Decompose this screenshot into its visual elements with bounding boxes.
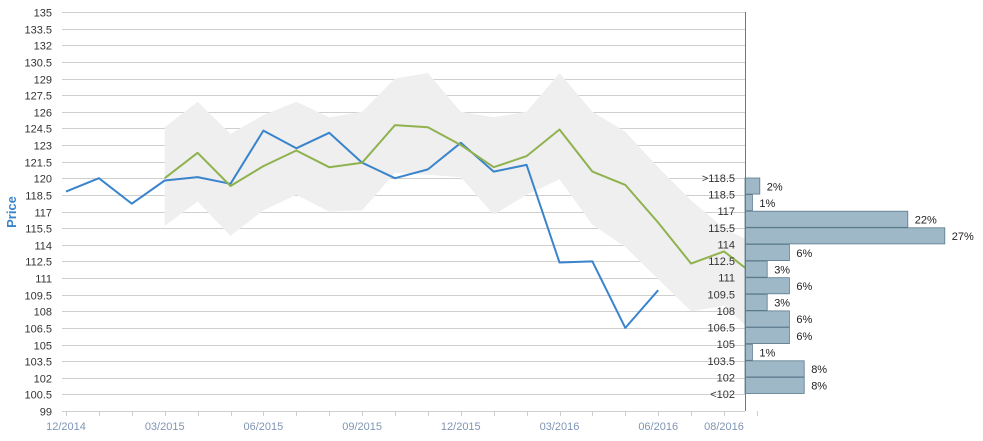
y-tick-label: 106.5 <box>24 324 52 336</box>
y-tick-label: 102 <box>34 374 52 386</box>
distribution-category-label: 115.5 <box>708 223 735 235</box>
distribution-bar <box>744 277 790 295</box>
distribution-bar-label: 6% <box>796 281 812 293</box>
distribution-category-label: <102 <box>710 389 735 401</box>
distribution-category-label: 108 <box>717 306 735 318</box>
x-tick-label: 09/2015 <box>342 421 382 433</box>
y-tick-label: 126 <box>34 108 52 120</box>
distribution-bar-label: 3% <box>774 264 790 276</box>
y-tick-label: 133.5 <box>24 25 52 37</box>
distribution-bar-label: 27% <box>952 231 974 243</box>
distribution-bar <box>744 260 768 278</box>
distribution-bar <box>744 244 790 262</box>
y-tick-label: 105 <box>34 341 52 353</box>
distribution-category-label: 109.5 <box>707 289 735 301</box>
distribution-bar <box>744 227 946 245</box>
y-tick-label: 132 <box>34 41 52 53</box>
distribution-bar <box>744 194 753 212</box>
x-tick-label: 12/2014 <box>46 421 86 433</box>
y-tick-label: 114 <box>34 241 52 253</box>
y-tick-label: 118.5 <box>25 191 52 203</box>
y-tick-label: 112.5 <box>25 257 52 269</box>
distribution-bar-label: 1% <box>759 198 775 210</box>
y-tick-label: 124.5 <box>24 124 52 136</box>
distribution-bar <box>744 360 805 378</box>
y-tick-label: 121.5 <box>24 158 52 170</box>
x-tick-label: 06/2015 <box>244 421 284 433</box>
y-tick-label: 103.5 <box>24 357 52 369</box>
distribution-histogram: >118.5 118.5 117 115.5 114 112.5 111 109.5 108 10… <box>702 173 974 401</box>
distribution-bar <box>744 177 761 195</box>
y-tick-label: 135 <box>34 8 52 20</box>
distribution-category-label: 117 <box>717 206 735 218</box>
distribution-category-label: 106.5 <box>707 323 735 335</box>
y-tick-label: 100.5 <box>24 390 52 402</box>
y-tick-label: 127.5 <box>24 91 52 103</box>
y-tick-label: 120 <box>34 174 52 186</box>
distribution-bar <box>744 210 909 228</box>
distribution-category-label: 111 <box>718 273 735 285</box>
x-tick-label: 12/2015 <box>441 421 481 433</box>
distribution-bar <box>744 310 790 328</box>
x-tick-label: 06/2016 <box>638 421 678 433</box>
y-axis-ticks: 99 100.5 102 103.5 105 106.5 108 109.5 111 112.5 1… <box>24 8 52 419</box>
distribution-category-label: 114 <box>717 239 735 251</box>
y-tick-label: 99 <box>40 407 52 419</box>
y-tick-label: 111 <box>35 274 52 286</box>
series-line-average <box>164 124 758 278</box>
distribution-bar <box>744 327 790 345</box>
x-tick-label: 08/2016 <box>704 421 744 433</box>
forecast-band <box>164 73 757 336</box>
distribution-bar-label: 6% <box>796 331 812 343</box>
distribution-category-label: 112.5 <box>708 256 735 268</box>
distribution-bar <box>744 376 805 394</box>
y-tick-label: 129 <box>34 75 52 87</box>
y-tick-label: 130.5 <box>24 58 52 70</box>
x-axis-ticks: 12/2014 03/2015 06/2015 09/2015 12/2015 03/20… <box>46 411 758 433</box>
distribution-category-label: 102 <box>717 372 735 384</box>
distribution-bar-label: 8% <box>811 381 827 393</box>
y-tick-label: 109.5 <box>24 291 52 303</box>
distribution-category-label: >118.5 <box>702 173 735 185</box>
distribution-category-label: 118.5 <box>708 190 735 202</box>
distribution-bar-label: 2% <box>767 181 783 193</box>
distribution-bar-label: 6% <box>796 314 812 326</box>
distribution-bar <box>744 293 768 311</box>
series-lines <box>65 124 758 329</box>
y-tick-label: 115.5 <box>25 224 52 236</box>
distribution-bar-label: 6% <box>796 248 812 260</box>
distribution-bar-label: 3% <box>774 298 790 310</box>
y-tick-label: 117 <box>34 208 52 220</box>
distribution-category-label: 103.5 <box>707 356 735 368</box>
y-tick-label: 108 <box>34 307 52 319</box>
distribution-category-label: 105 <box>717 339 735 351</box>
distribution-bar-label: 22% <box>915 215 937 227</box>
distribution-bar-label: 8% <box>811 364 827 376</box>
distribution-bar-label: 1% <box>759 348 775 360</box>
y-tick-label: 123 <box>34 141 52 153</box>
x-tick-label: 03/2015 <box>145 421 185 433</box>
y-axis-label: Price <box>4 196 19 228</box>
forecast-range-band <box>164 73 757 336</box>
x-tick-label: 03/2016 <box>540 421 580 433</box>
distribution-bar <box>744 343 753 361</box>
